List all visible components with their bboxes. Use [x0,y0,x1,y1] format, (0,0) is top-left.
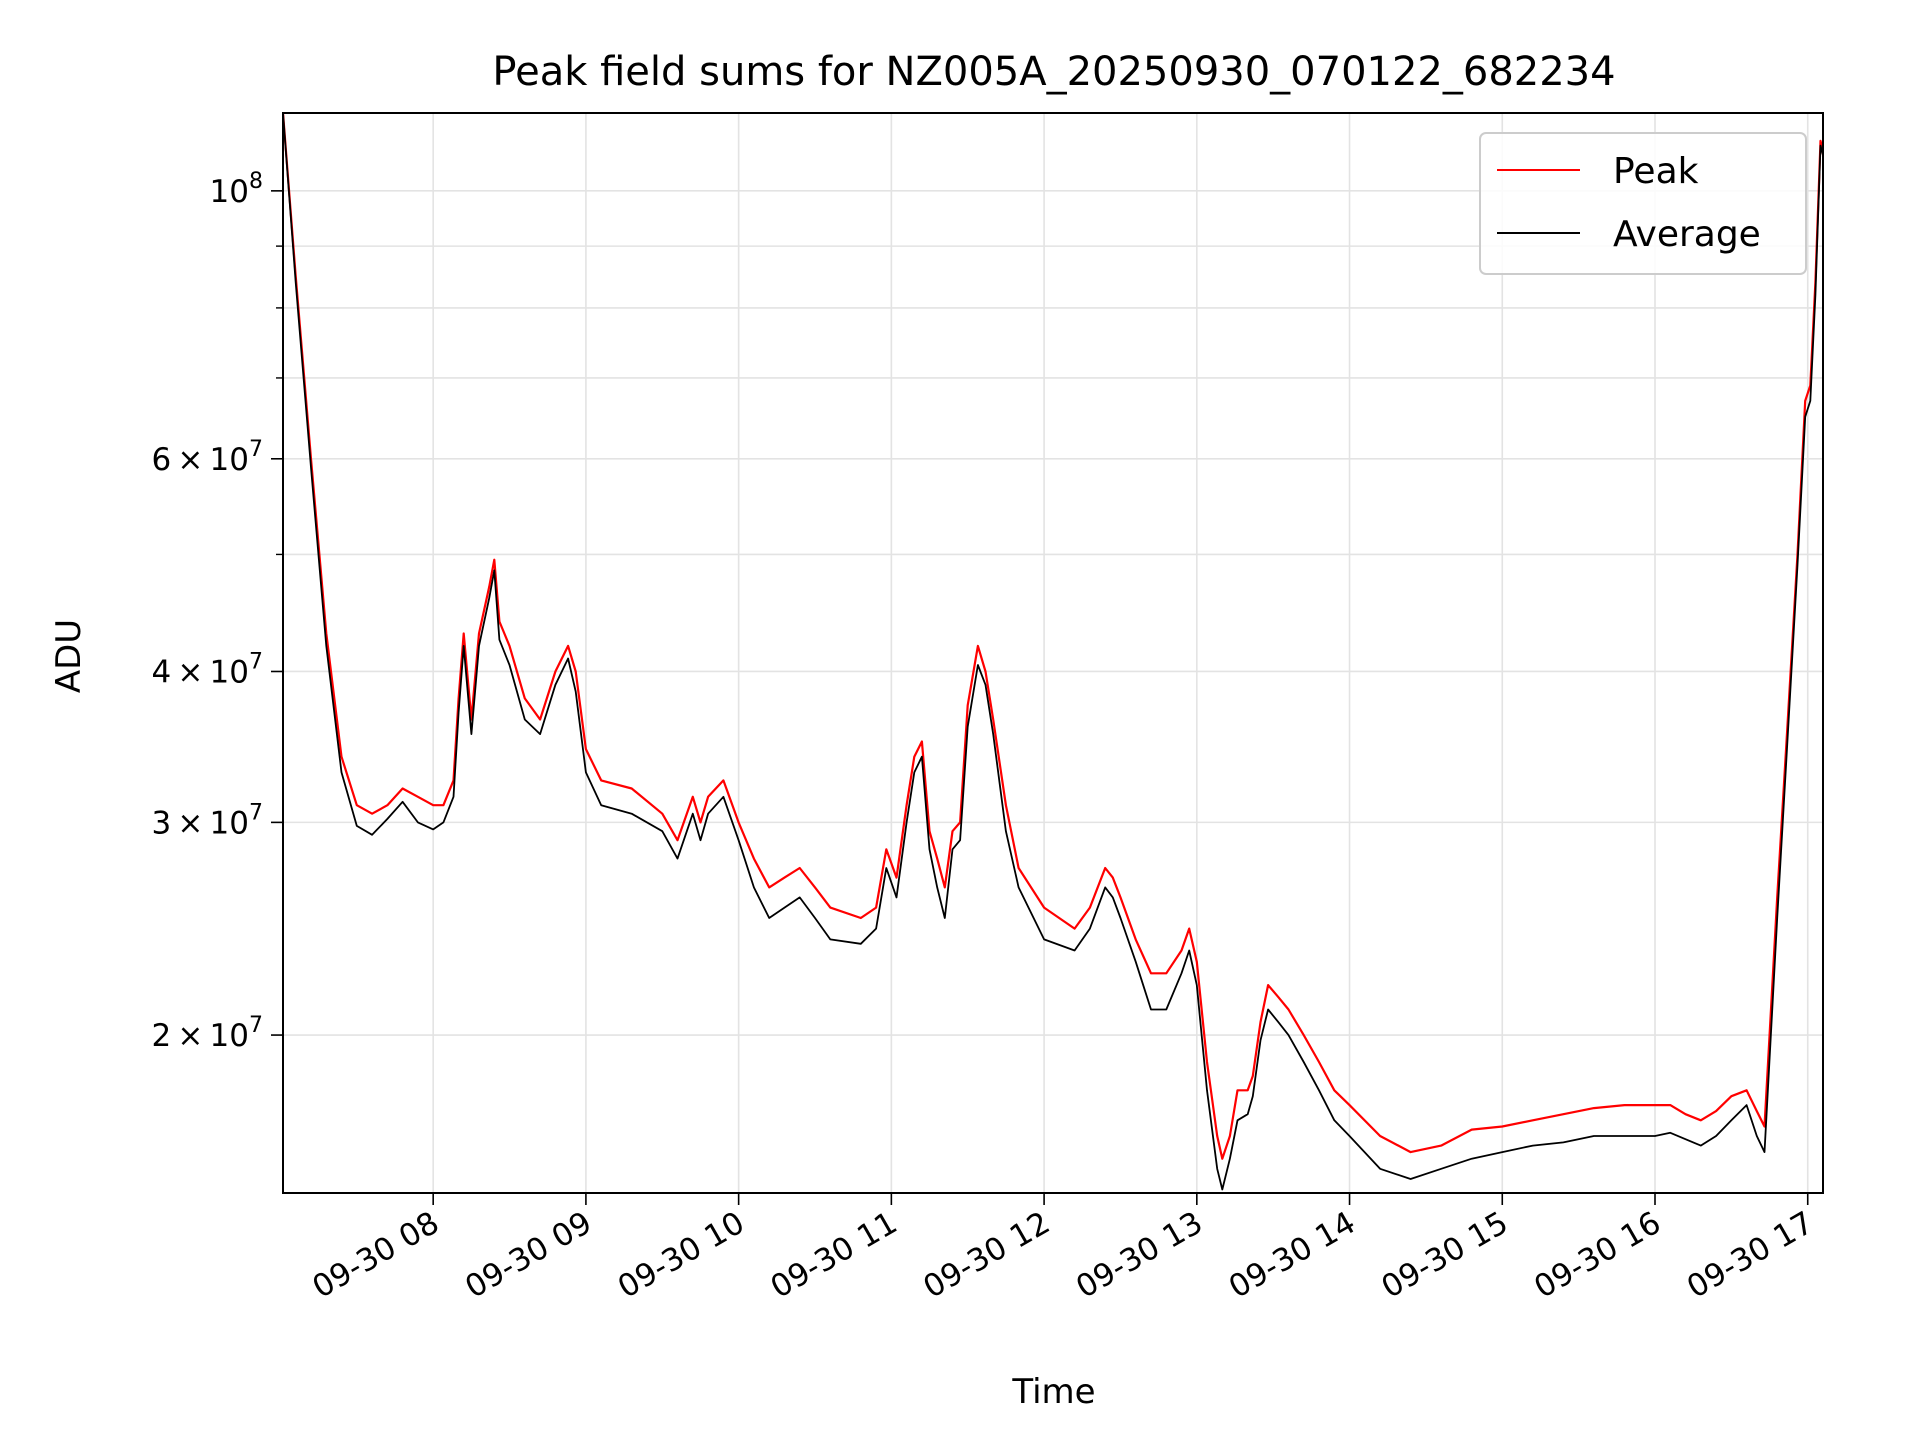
y-tick-label: 3 × 107 [151,800,263,841]
y-tick: 6 × 107 [151,437,283,478]
y-tick: 108 [210,169,283,210]
y-tick: 4 × 107 [151,649,283,690]
y-tick-label: 6 × 107 [151,437,263,478]
y-tick: 2 × 107 [151,1013,283,1054]
y-tick-label: 108 [210,169,263,210]
series-line-average [283,113,1823,1191]
legend: Peak Average [1479,132,1807,275]
y-tick-label: 4 × 107 [151,649,263,690]
legend-label-average: Average [1613,214,1761,255]
series-line-peak [283,113,1823,1160]
x-axis-label: Time [1011,1372,1095,1412]
legend-box [1479,132,1807,275]
y-axis-label: ADU [49,619,89,693]
y-tick-label: 2 × 107 [151,1013,263,1054]
legend-label-peak: Peak [1613,151,1699,192]
plot-frame [282,112,1824,1194]
chart-title: Peak field sums for NZ005A_20250930_0701… [492,49,1615,95]
y-tick: 3 × 107 [151,800,283,841]
y-axis: 2 × 107 3 × 107 4 × 107 6 × 107 108 [151,169,283,1054]
series-group [283,113,1823,1191]
